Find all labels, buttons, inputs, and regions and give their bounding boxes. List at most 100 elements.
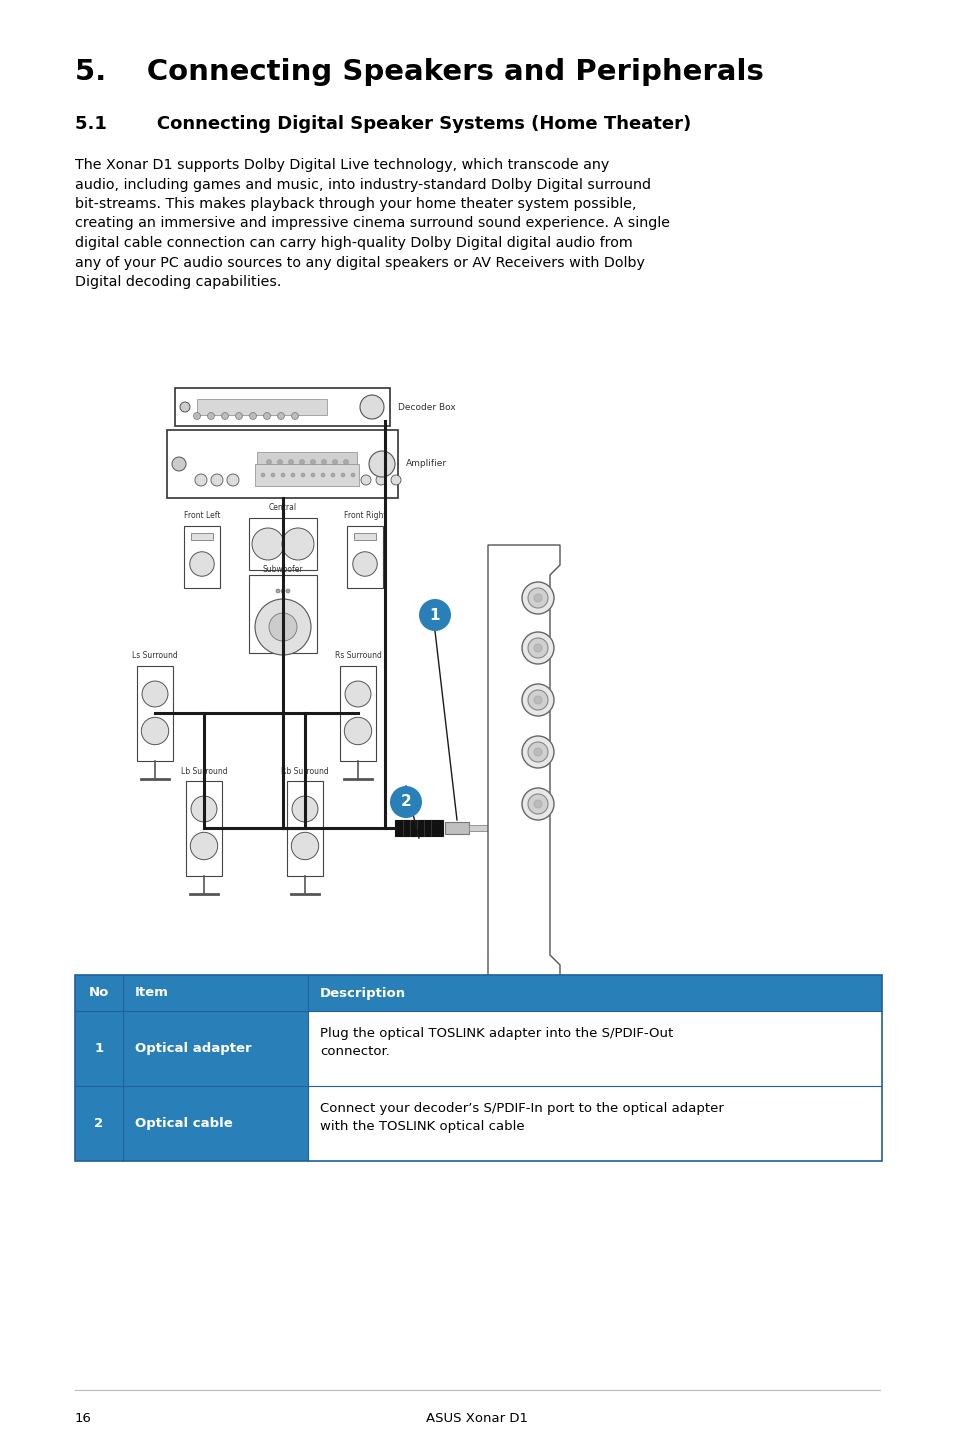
Circle shape [269,613,296,641]
Circle shape [369,452,395,477]
Circle shape [343,460,348,464]
Circle shape [418,600,451,631]
Circle shape [141,718,169,745]
Circle shape [527,742,547,762]
Circle shape [534,594,541,603]
Bar [75,975,882,1011]
Polygon shape [488,545,559,985]
Bar [256,452,356,472]
Circle shape [221,413,229,420]
Text: Subwoofer: Subwoofer [262,565,303,574]
Circle shape [391,475,400,485]
Circle shape [521,582,554,614]
Bar [196,398,327,416]
Bar [167,430,397,498]
Circle shape [527,794,547,814]
Bar [444,823,469,834]
Circle shape [277,460,282,464]
Text: Lb Surround: Lb Surround [180,766,227,775]
Circle shape [263,413,271,420]
Text: 2: 2 [400,795,411,810]
Circle shape [351,473,355,477]
Circle shape [527,588,547,608]
Circle shape [521,736,554,768]
Bar [287,781,323,876]
Circle shape [291,473,294,477]
Bar [75,1086,882,1160]
Circle shape [310,460,315,464]
Circle shape [321,460,326,464]
Circle shape [180,403,190,413]
Circle shape [359,395,384,418]
Circle shape [252,528,284,559]
Circle shape [208,413,214,420]
Text: Connect your decoder’s S/PDIF-In port to the optical adapter
with the TOSLINK op: Connect your decoder’s S/PDIF-In port to… [319,1102,723,1133]
Circle shape [235,413,242,420]
Text: Description: Description [319,986,406,999]
Text: 1: 1 [429,607,439,623]
Text: Optical adapter: Optical adapter [135,1043,252,1055]
Text: 5.    Connecting Speakers and Peripherals: 5. Connecting Speakers and Peripherals [75,58,763,86]
Circle shape [193,413,200,420]
Circle shape [254,600,311,654]
Text: 16: 16 [75,1412,91,1425]
Text: Rs Surround: Rs Surround [335,651,381,660]
Circle shape [190,833,217,860]
Circle shape [261,473,265,477]
Bar [174,388,390,426]
Circle shape [340,473,345,477]
Circle shape [271,473,274,477]
Bar [75,1011,123,1086]
Bar [75,1011,882,1086]
Circle shape [527,690,547,710]
Circle shape [375,475,386,485]
Text: Front Right: Front Right [343,512,386,521]
Circle shape [299,460,304,464]
Text: Front Left: Front Left [184,512,220,521]
Bar [123,1086,308,1160]
Text: No: No [89,986,109,999]
Text: 2: 2 [94,1117,104,1130]
Circle shape [534,644,541,651]
Bar [254,464,358,486]
Text: Decoder Box: Decoder Box [397,403,456,411]
Text: Amplifier: Amplifier [406,460,447,469]
Bar [354,533,375,541]
Circle shape [266,460,272,464]
Circle shape [534,800,541,808]
Bar [184,526,220,588]
Bar [137,666,172,761]
Circle shape [353,552,376,577]
Text: Item: Item [135,986,169,999]
Circle shape [521,631,554,664]
Bar [75,1086,123,1160]
Text: ASUS Xonar D1: ASUS Xonar D1 [426,1412,527,1425]
Circle shape [521,684,554,716]
Circle shape [534,748,541,756]
Bar [395,820,442,835]
Text: Optical cable: Optical cable [135,1117,233,1130]
Circle shape [191,797,216,823]
Bar [191,533,213,541]
Circle shape [211,475,223,486]
Circle shape [288,460,294,464]
Text: 5.1        Connecting Digital Speaker Systems (Home Theater): 5.1 Connecting Digital Speaker Systems (… [75,115,691,132]
Bar [347,526,382,588]
Circle shape [333,460,337,464]
Circle shape [281,590,285,592]
Circle shape [250,413,256,420]
Circle shape [521,788,554,820]
Circle shape [320,473,325,477]
Circle shape [301,473,305,477]
Circle shape [227,475,239,486]
Circle shape [311,473,314,477]
Circle shape [345,682,371,707]
Text: Rb Surround: Rb Surround [281,766,329,775]
Circle shape [331,473,335,477]
Circle shape [282,528,314,559]
Bar [249,518,316,569]
Text: 1: 1 [94,1043,104,1055]
Bar [75,975,882,1160]
Circle shape [190,552,214,577]
Circle shape [292,413,298,420]
